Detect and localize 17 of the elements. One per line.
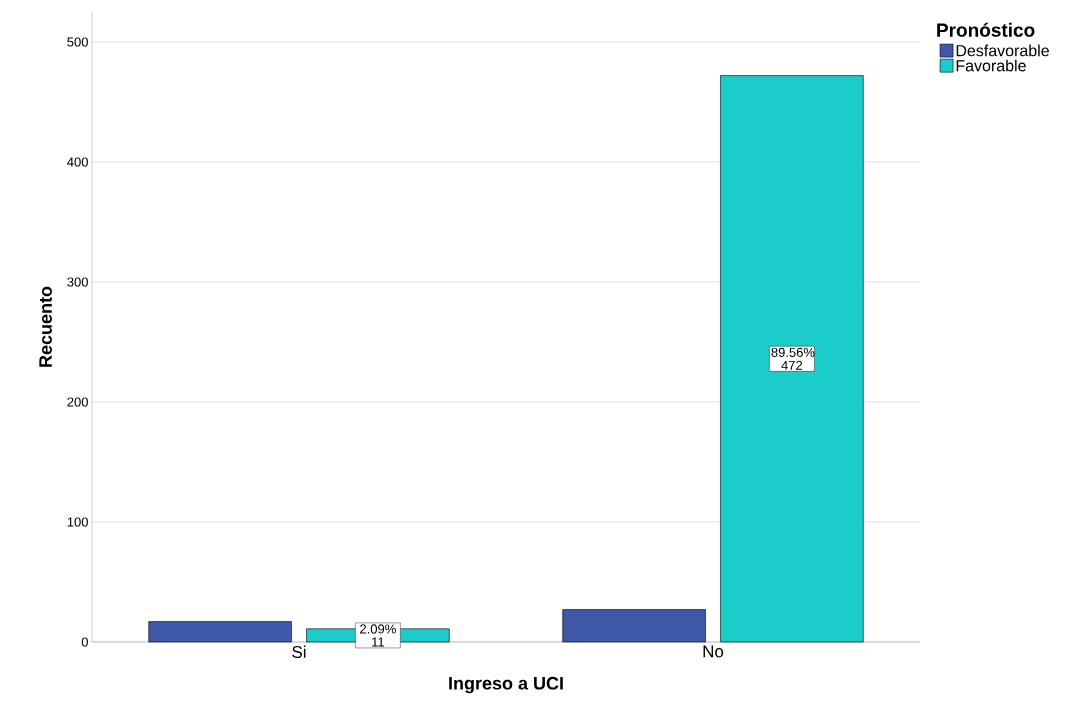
x-tick-label: No [703, 645, 724, 658]
y-tick-label: 300 [67, 277, 88, 287]
y-tick-label: 500 [67, 37, 88, 47]
bar [720, 75, 864, 643]
y-tick-label: 0 [81, 637, 88, 647]
y-tick-label: 100 [67, 517, 88, 527]
y-axis-title: Recuento [39, 286, 52, 367]
legend-label: Desfavorable [956, 44, 1049, 57]
y-tick-label: 200 [67, 397, 88, 407]
legend-label: Favorable [956, 59, 1026, 72]
y-tick-label: 400 [67, 157, 88, 167]
bar [148, 621, 292, 643]
data-label: 2.09% 11 [360, 624, 396, 647]
legend-title: Pronóstico [937, 22, 1035, 37]
bar [562, 609, 706, 643]
x-axis-title: Ingreso a UCI [449, 676, 563, 694]
x-tick-label: Si [292, 645, 306, 659]
